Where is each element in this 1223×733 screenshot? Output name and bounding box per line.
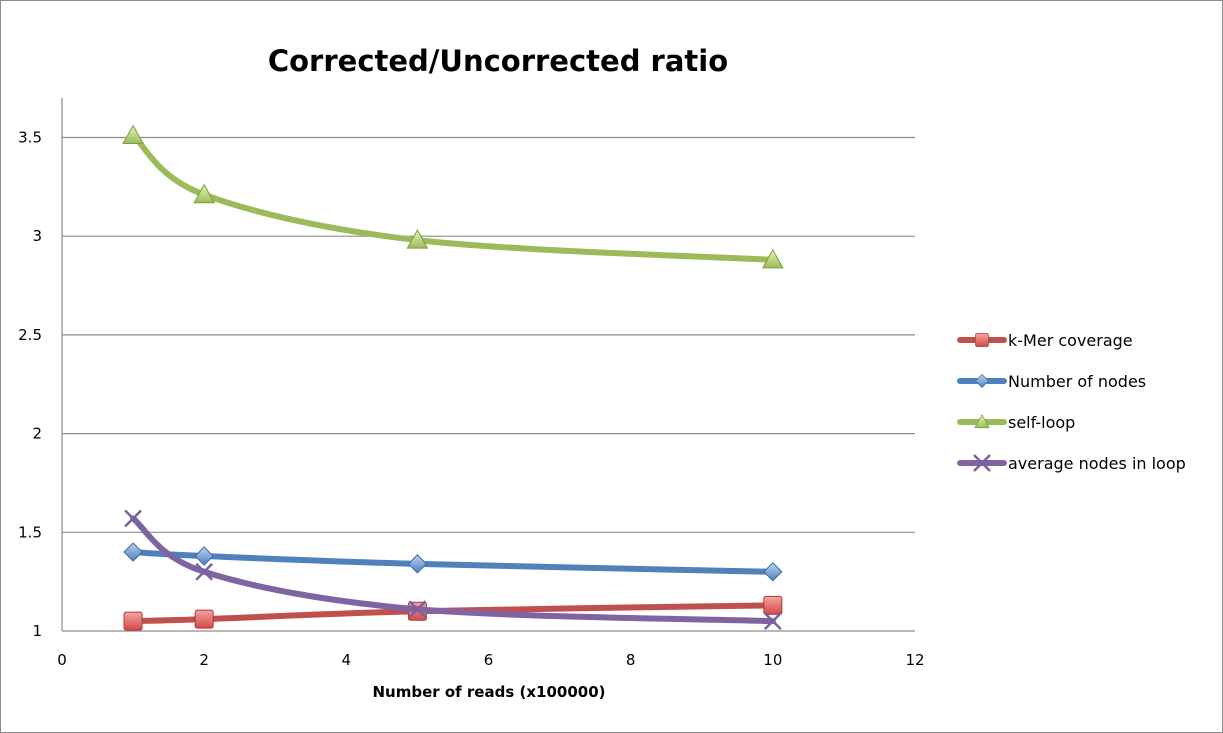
y-tick-label: 1 <box>32 622 42 640</box>
data-point-number-of-nodes <box>123 542 143 562</box>
series-line-number-of-nodes <box>130 549 776 575</box>
data-point-number-of-nodes <box>194 546 214 566</box>
legend-item-self-loop: self-loop <box>957 413 1075 432</box>
data-point-self-loop <box>193 183 216 204</box>
legend-marker <box>973 454 991 472</box>
data-point-average-nodes-in-loop <box>408 600 427 619</box>
data-point-self-loop <box>406 229 429 249</box>
series-line-self-loop <box>130 132 776 263</box>
legend-marker <box>975 374 989 388</box>
data-point-k-mer-coverage <box>763 595 783 615</box>
legend-label: k-Mer coverage <box>1008 331 1133 350</box>
y-tick-label: 2.5 <box>18 326 42 344</box>
x-tick-label: 0 <box>57 651 67 669</box>
legend-label: average nodes in loop <box>1008 454 1186 473</box>
axes <box>61 98 915 632</box>
legend-item-average-nodes-in-loop: average nodes in loop <box>957 454 1186 473</box>
data-point-number-of-nodes <box>407 554 428 574</box>
legend-marker <box>974 414 990 429</box>
y-tick-label: 2 <box>32 425 42 443</box>
x-tick-label: 10 <box>763 651 782 669</box>
y-tick-label: 3 <box>32 227 42 245</box>
x-tick-label: 8 <box>626 651 636 669</box>
x-axis-label: Number of reads (x100000) <box>372 683 605 701</box>
data-point-average-nodes-in-loop <box>195 562 214 581</box>
series-self-loop <box>122 124 784 269</box>
data-point-average-nodes-in-loop <box>124 509 142 528</box>
legend-item-number-of-nodes: Number of nodes <box>957 372 1146 391</box>
tick-labels: 1 1.5 2 2.5 3 3.5 0 2 4 6 8 10 12 <box>18 128 924 669</box>
legend-marker <box>975 333 989 347</box>
y-tick-label: 3.5 <box>18 128 42 146</box>
x-tick-label: 6 <box>484 651 494 669</box>
data-point-average-nodes-in-loop <box>763 612 782 631</box>
series-line-k-mer-coverage <box>130 602 776 625</box>
legend-label: Number of nodes <box>1008 372 1146 391</box>
series-number-of-nodes <box>123 542 783 582</box>
chart-title: Corrected/Uncorrected ratio <box>268 44 728 78</box>
x-tick-label: 12 <box>905 651 924 669</box>
data-point-number-of-nodes <box>763 562 783 582</box>
data-point-k-mer-coverage <box>123 611 143 631</box>
y-tick-label: 1.5 <box>18 523 42 541</box>
data-point-k-mer-coverage <box>194 609 214 629</box>
series-k-mer-coverage <box>123 595 783 631</box>
legend-item-k-mer-coverage: k-Mer coverage <box>957 331 1133 350</box>
x-tick-label: 2 <box>199 651 209 669</box>
series-average-nodes-in-loop <box>124 509 782 631</box>
series-group <box>122 124 784 631</box>
gridlines <box>62 136 915 533</box>
legend: k-Mer coverage Number of nodes self-loop av… <box>957 331 1186 473</box>
data-point-self-loop <box>122 124 144 145</box>
x-tick-label: 4 <box>342 651 352 669</box>
legend-label: self-loop <box>1008 413 1075 432</box>
data-point-self-loop <box>761 248 784 269</box>
series-line-average-nodes-in-loop <box>130 515 776 625</box>
